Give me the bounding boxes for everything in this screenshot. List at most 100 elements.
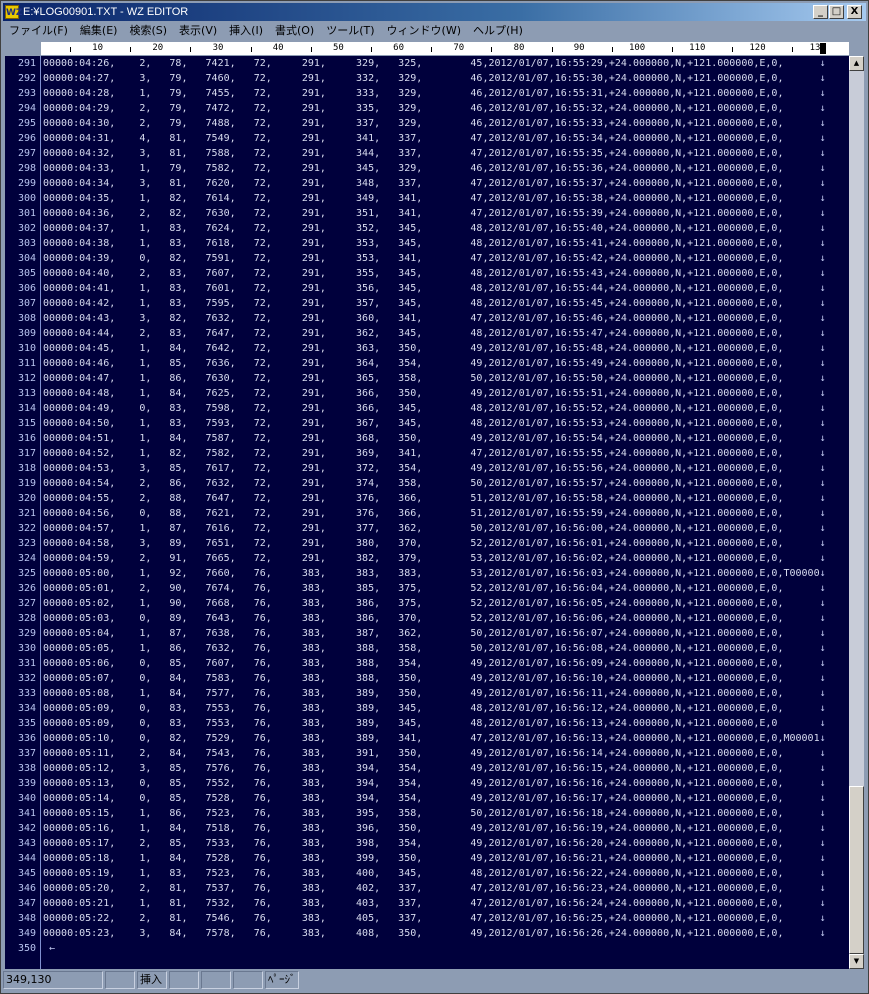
text-line[interactable]: 299 00000:04:34, 3, 81, 7620, 72, 291, 348, 337,… [5, 176, 849, 191]
menu-format[interactable]: 書式(O) [274, 24, 315, 37]
text-line[interactable]: 294 00000:04:29, 2, 79, 7472, 72, 291, 335, 329,… [5, 101, 849, 116]
field-value: 49,2012/01/07,16:56:26,+24.000000,N,+121… [470, 928, 784, 939]
text-line[interactable]: 298 00000:04:33, 1, 79, 7582, 72, 291, 345, 329,… [5, 161, 849, 176]
text-line[interactable]: 349 00000:05:23, 3, 84, 7578, 76, 383, 408, 350,… [5, 926, 849, 941]
field-value: 354, [398, 793, 423, 804]
menu-tools[interactable]: ツール(T) [326, 24, 375, 37]
text-line[interactable]: 345 00000:05:19, 1, 83, 7523, 76, 383, 400, 345,… [5, 866, 849, 881]
text-line[interactable]: 350 ← [5, 941, 849, 956]
text-line[interactable]: 301 00000:04:36, 2, 82, 7630, 72, 291, 351, 341,… [5, 206, 849, 221]
text-line[interactable]: 292 00000:04:27, 3, 79, 7460, 72, 291, 332, 329,… [5, 71, 849, 86]
text-line[interactable]: 312 00000:04:47, 1, 86, 7630, 72, 291, 365, 358,… [5, 371, 849, 386]
line-number: 332 [17, 673, 36, 684]
text-line[interactable]: 334 00000:05:09, 0, 83, 7553, 76, 383, 389, 345,… [5, 701, 849, 716]
text-line[interactable]: 335 00000:05:09, 0, 83, 7553, 76, 383, 389, 345,… [5, 716, 849, 731]
field-value: 1, [139, 823, 152, 834]
text-line[interactable]: 303 00000:04:38, 1, 83, 7618, 72, 291, 353, 345,… [5, 236, 849, 251]
page-mode-indicator[interactable]: ﾍﾟｰｼﾞ [265, 971, 299, 989]
menu-file[interactable]: ファイル(F) [9, 24, 68, 37]
text-line[interactable]: 318 00000:04:53, 3, 85, 7617, 72, 291, 372, 354,… [5, 461, 849, 476]
text-line[interactable]: 336 00000:05:10, 0, 82, 7529, 76, 383, 389, 341,… [5, 731, 849, 746]
text-line[interactable]: 322 00000:04:57, 1, 87, 7616, 72, 291, 377, 362,… [5, 521, 849, 536]
text-line[interactable]: 313 00000:04:48, 1, 84, 7625, 72, 291, 366, 350,… [5, 386, 849, 401]
field-value: 50,2012/01/07,16:56:00,+24.000000,N,+121… [470, 523, 784, 534]
minimize-button[interactable]: _ [813, 5, 828, 19]
text-line[interactable]: 342 00000:05:16, 1, 84, 7518, 76, 383, 396, 350,… [5, 821, 849, 836]
text-line[interactable]: 333 00000:05:08, 1, 84, 7577, 76, 383, 389, 350,… [5, 686, 849, 701]
field-value: 00000:04:41, [43, 283, 116, 294]
text-line[interactable]: 310 00000:04:45, 1, 84, 7642, 72, 291, 363, 350,… [5, 341, 849, 356]
text-line[interactable]: 329 00000:05:04, 1, 87, 7638, 76, 383, 387, 362,… [5, 626, 849, 641]
text-line[interactable]: 347 00000:05:21, 1, 81, 7532, 76, 383, 403, 337,… [5, 896, 849, 911]
text-line[interactable]: 293 00000:04:28, 1, 79, 7455, 72, 291, 333, 329,… [5, 86, 849, 101]
field-value: 350, [398, 853, 423, 864]
text-area[interactable]: 291 00000:04:26, 2, 78, 7421, 72, 291, 329, 325,… [5, 56, 849, 969]
menu-window[interactable]: ウィンドウ(W) [386, 24, 462, 37]
close-button[interactable]: X [847, 5, 862, 19]
text-line[interactable]: 295 00000:04:30, 2, 79, 7488, 72, 291, 337, 329,… [5, 116, 849, 131]
text-line[interactable]: 323 00000:04:58, 3, 89, 7651, 72, 291, 380, 370,… [5, 536, 849, 551]
field-value: 46,2012/01/07,16:55:36,+24.000000,N,+121… [470, 163, 784, 174]
text-line[interactable]: 326 00000:05:01, 2, 90, 7674, 76, 383, 385, 375,… [5, 581, 849, 596]
text-line[interactable]: 341 00000:05:15, 1, 86, 7523, 76, 383, 395, 358,… [5, 806, 849, 821]
text-line[interactable]: 328 00000:05:03, 0, 89, 7643, 76, 383, 386, 370,… [5, 611, 849, 626]
field-value: 00000:05:03, [43, 613, 116, 624]
text-line[interactable]: 291 00000:04:26, 2, 78, 7421, 72, 291, 329, 325,… [5, 56, 849, 71]
text-line[interactable]: 339 00000:05:13, 0, 85, 7552, 76, 383, 394, 354,… [5, 776, 849, 791]
text-line[interactable]: 340 00000:05:14, 0, 85, 7528, 76, 383, 394, 354,… [5, 791, 849, 806]
menu-search[interactable]: 検索(S) [129, 24, 168, 37]
text-line[interactable]: 325 00000:05:00, 1, 92, 7660, 76, 383, 383, 383,… [5, 566, 849, 581]
column-ruler[interactable]: 10 20 30 40 50 60 70 80 90 100 110 120 130 [41, 42, 849, 55]
menu-edit[interactable]: 編集(E) [79, 24, 118, 37]
scroll-down-button[interactable]: ▼ [849, 954, 864, 969]
insert-mode-indicator[interactable]: 挿入 [137, 971, 167, 989]
text-line[interactable]: 324 00000:04:59, 2, 91, 7665, 72, 291, 382, 379,… [5, 551, 849, 566]
title-bar[interactable]: WZ E:¥LOG00901.TXT - WZ EDITOR _ □ X [3, 3, 866, 21]
text-line[interactable]: 296 00000:04:31, 4, 81, 7549, 72, 291, 341, 337,… [5, 131, 849, 146]
text-line[interactable]: 327 00000:05:02, 1, 90, 7668, 76, 383, 386, 375,… [5, 596, 849, 611]
text-line[interactable]: 348 00000:05:22, 2, 81, 7546, 76, 383, 405, 337,… [5, 911, 849, 926]
text-line[interactable]: 297 00000:04:32, 3, 81, 7588, 72, 291, 344, 337,… [5, 146, 849, 161]
field-value: 72, [253, 253, 272, 264]
scroll-thumb[interactable] [849, 786, 864, 954]
field-value: 7660, [205, 568, 236, 579]
menu-view[interactable]: 表示(V) [179, 24, 218, 37]
text-line[interactable]: 337 00000:05:11, 2, 84, 7543, 76, 383, 391, 350,… [5, 746, 849, 761]
text-line[interactable]: 330 00000:05:05, 1, 86, 7632, 76, 383, 388, 358,… [5, 641, 849, 656]
field-value: 345, [398, 238, 423, 249]
field-value: 7537, [205, 883, 236, 894]
text-line[interactable]: 317 00000:04:52, 1, 82, 7582, 72, 291, 369, 341,… [5, 446, 849, 461]
text-line[interactable]: 302 00000:04:37, 1, 83, 7624, 72, 291, 352, 345,… [5, 221, 849, 236]
field-value: 7553, [205, 703, 236, 714]
text-line[interactable]: 311 00000:04:46, 1, 85, 7636, 72, 291, 364, 354,… [5, 356, 849, 371]
text-line[interactable]: 338 00000:05:12, 3, 85, 7576, 76, 383, 394, 354,… [5, 761, 849, 776]
text-line[interactable]: 305 00000:04:40, 2, 83, 7607, 72, 291, 355, 345,… [5, 266, 849, 281]
menu-help[interactable]: ヘルプ(H) [473, 24, 523, 37]
text-line[interactable]: 344 00000:05:18, 1, 84, 7528, 76, 383, 399, 350,… [5, 851, 849, 866]
text-line[interactable]: 308 00000:04:43, 3, 82, 7632, 72, 291, 360, 341,… [5, 311, 849, 326]
text-line[interactable]: 346 00000:05:20, 2, 81, 7537, 76, 383, 402, 337,… [5, 881, 849, 896]
text-line[interactable]: 316 00000:04:51, 1, 84, 7587, 72, 291, 368, 350,… [5, 431, 849, 446]
text-line[interactable]: 304 00000:04:39, 0, 82, 7591, 72, 291, 353, 341,… [5, 251, 849, 266]
field-value: 2, [139, 208, 152, 219]
vertical-scrollbar[interactable]: ▲ ▼ [849, 56, 864, 969]
text-line[interactable]: 320 00000:04:55, 2, 88, 7647, 72, 291, 376, 366,… [5, 491, 849, 506]
text-line[interactable]: 300 00000:04:35, 1, 82, 7614, 72, 291, 349, 341,… [5, 191, 849, 206]
text-line[interactable]: 321 00000:04:56, 0, 88, 7621, 72, 291, 376, 366,… [5, 506, 849, 521]
field-value: 291, [301, 103, 326, 114]
scroll-up-button[interactable]: ▲ [849, 56, 864, 71]
field-value: 90, [169, 583, 188, 594]
maximize-button[interactable]: □ [829, 5, 844, 19]
text-line[interactable]: 332 00000:05:07, 0, 84, 7583, 76, 383, 388, 350,… [5, 671, 849, 686]
text-line[interactable]: 315 00000:04:50, 1, 83, 7593, 72, 291, 367, 345,… [5, 416, 849, 431]
line-break-icon: ↓ [819, 793, 826, 804]
text-line[interactable]: 307 00000:04:42, 1, 83, 7595, 72, 291, 357, 345,… [5, 296, 849, 311]
field-value: 383, [301, 628, 326, 639]
menu-insert[interactable]: 挿入(I) [229, 24, 263, 37]
text-line[interactable]: 319 00000:04:54, 2, 86, 7632, 72, 291, 374, 358,… [5, 476, 849, 491]
text-line[interactable]: 331 00000:05:06, 0, 85, 7607, 76, 383, 388, 354,… [5, 656, 849, 671]
text-line[interactable]: 309 00000:04:44, 2, 83, 7647, 72, 291, 362, 345,… [5, 326, 849, 341]
text-line[interactable]: 343 00000:05:17, 2, 85, 7533, 76, 383, 398, 354,… [5, 836, 849, 851]
text-line[interactable]: 306 00000:04:41, 1, 83, 7601, 72, 291, 356, 345,… [5, 281, 849, 296]
text-line[interactable]: 314 00000:04:49, 0, 83, 7598, 72, 291, 366, 345,… [5, 401, 849, 416]
